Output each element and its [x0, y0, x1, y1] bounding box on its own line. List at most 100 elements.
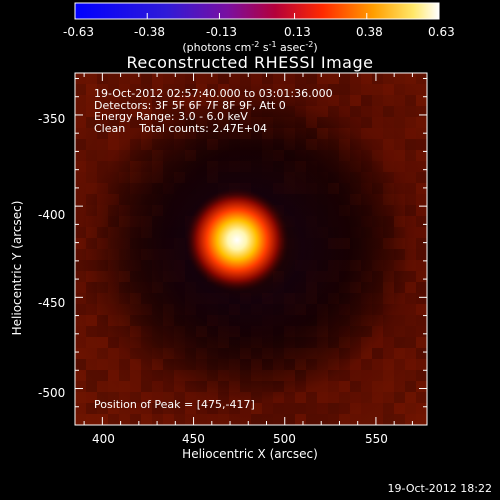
image-pixel — [141, 84, 152, 95]
image-pixel — [416, 238, 427, 249]
colorbar-tick-label: -0.13 — [206, 25, 238, 39]
image-pixel — [361, 359, 372, 370]
plot-timestamp: 19-Oct-2012 18:22 — [387, 482, 492, 495]
image-pixel — [317, 381, 328, 392]
image-pixel — [119, 403, 130, 414]
image-pixel — [207, 414, 218, 425]
image-pixel — [141, 73, 152, 84]
image-pixel — [416, 381, 427, 392]
image-pixel — [405, 260, 416, 271]
x-axis-label: Heliocentric X (arcsec) — [182, 447, 318, 461]
image-pixel — [295, 392, 306, 403]
image-pixel — [416, 304, 427, 315]
image-pixel — [383, 128, 394, 139]
image-pixel — [251, 414, 262, 425]
image-pixel — [174, 403, 185, 414]
image-pixel — [394, 315, 405, 326]
image-pixel — [383, 370, 394, 381]
x-tick-label: 500 — [273, 432, 296, 446]
image-pixel — [416, 128, 427, 139]
image-pixel — [350, 73, 361, 84]
image-pixel — [394, 139, 405, 150]
image-pixel — [218, 84, 229, 95]
image-pixel — [372, 414, 383, 425]
image-pixel — [97, 381, 108, 392]
image-pixel — [75, 282, 86, 293]
image-pixel — [416, 282, 427, 293]
y-tick-label: -500 — [38, 386, 66, 400]
image-pixel — [130, 359, 141, 370]
image-pixel — [119, 117, 130, 128]
image-pixel — [372, 106, 383, 117]
image-pixel — [86, 359, 97, 370]
image-pixel — [163, 392, 174, 403]
image-pixel — [108, 139, 119, 150]
image-pixel — [75, 117, 86, 128]
colorbar-gradient — [75, 3, 439, 19]
image-pixel — [361, 84, 372, 95]
image-pixel — [284, 414, 295, 425]
image-pixel — [306, 392, 317, 403]
image-pixel — [97, 392, 108, 403]
image-pixel — [328, 73, 339, 84]
image-pixel — [416, 271, 427, 282]
image-pixel — [141, 381, 152, 392]
image-pixel — [361, 348, 372, 359]
image-pixel — [416, 260, 427, 271]
image-pixel — [174, 95, 185, 106]
image-pixel — [97, 359, 108, 370]
image-pixel — [262, 73, 273, 84]
image-pixel — [130, 117, 141, 128]
image-pixel — [405, 381, 416, 392]
image-pixel — [394, 381, 405, 392]
image-pixel — [75, 84, 86, 95]
image-pixel — [108, 84, 119, 95]
image-pixel — [229, 414, 240, 425]
image-pixel — [416, 216, 427, 227]
image-pixel — [130, 84, 141, 95]
image-pixel — [75, 139, 86, 150]
image-pixel — [284, 73, 295, 84]
image-pixel — [306, 403, 317, 414]
image-pixel — [75, 183, 86, 194]
image-pixel — [339, 381, 350, 392]
image-pixel — [372, 392, 383, 403]
image-pixel — [361, 370, 372, 381]
image-pixel — [218, 414, 229, 425]
image-pixel — [405, 271, 416, 282]
image-pixel — [405, 205, 416, 216]
image-pixel — [196, 414, 207, 425]
y-axis-label: Heliocentric Y (arcsec) — [10, 200, 24, 336]
peak-position-label: Position of Peak = [475,-417] — [94, 398, 255, 411]
image-pixel — [350, 392, 361, 403]
image-pixel — [306, 414, 317, 425]
colorbar-units: (photons cm-2 s-1 asec-2) — [182, 40, 318, 54]
image-pixel — [394, 348, 405, 359]
image-pixel — [405, 139, 416, 150]
image-pixel — [86, 106, 97, 117]
image-pixel — [416, 359, 427, 370]
image-pixel — [350, 95, 361, 106]
image-pixel — [405, 227, 416, 238]
image-pixel — [152, 84, 163, 95]
image-pixel — [141, 414, 152, 425]
image-pixel — [405, 84, 416, 95]
colorbar-tick-label: -0.38 — [134, 25, 166, 39]
image-pixel — [416, 205, 427, 216]
image-pixel — [86, 172, 97, 183]
image-pixel — [86, 139, 97, 150]
image-pixel — [108, 128, 119, 139]
image-pixel — [119, 414, 130, 425]
image-pixel — [339, 106, 350, 117]
image-pixel — [394, 73, 405, 84]
image-pixel — [405, 282, 416, 293]
image-pixel — [152, 381, 163, 392]
image-pixel — [273, 73, 284, 84]
image-pixel — [405, 315, 416, 326]
image-pixel — [174, 392, 185, 403]
image-pixel — [328, 381, 339, 392]
image-pixel — [405, 183, 416, 194]
image-pixel — [350, 117, 361, 128]
image-pixel — [372, 73, 383, 84]
image-pixel — [75, 337, 86, 348]
